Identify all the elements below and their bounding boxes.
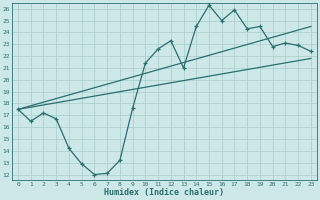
X-axis label: Humidex (Indice chaleur): Humidex (Indice chaleur) — [104, 188, 224, 197]
